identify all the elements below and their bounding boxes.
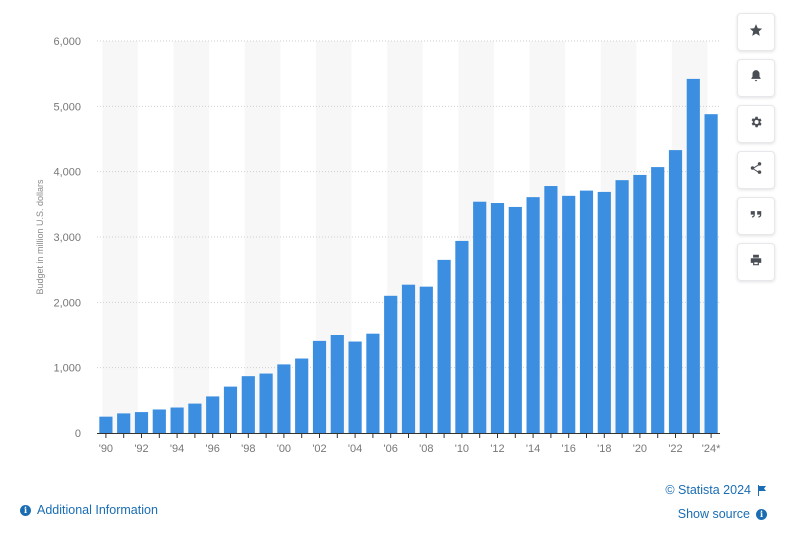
x-tick-label: '08 bbox=[419, 443, 433, 455]
y-tick-label: 3,000 bbox=[53, 232, 81, 244]
x-tick-label: '98 bbox=[241, 443, 255, 455]
copyright-row[interactable]: © Statista 2024 bbox=[665, 482, 767, 498]
bar bbox=[312, 340, 327, 433]
x-tick-label: '90 bbox=[99, 443, 113, 455]
show-source-label: Show source bbox=[677, 507, 750, 521]
x-tick-label: '92 bbox=[134, 443, 148, 455]
bar bbox=[455, 240, 469, 433]
bar bbox=[544, 186, 558, 433]
bar bbox=[686, 78, 700, 433]
bar bbox=[562, 195, 576, 433]
y-tick-label: 5,000 bbox=[53, 101, 81, 113]
bar bbox=[330, 335, 344, 433]
x-tick-label: '10 bbox=[455, 443, 469, 455]
x-tick-label: '04 bbox=[348, 443, 362, 455]
x-tick-label: '94 bbox=[170, 443, 184, 455]
bar bbox=[188, 403, 202, 433]
bar bbox=[295, 358, 309, 433]
bar bbox=[259, 373, 273, 433]
notification-button[interactable] bbox=[737, 59, 775, 97]
bar bbox=[419, 286, 433, 433]
bar bbox=[223, 386, 238, 433]
additional-information-label: Additional Information bbox=[37, 503, 158, 517]
bell-icon bbox=[749, 69, 763, 88]
bar bbox=[277, 364, 291, 433]
bar bbox=[99, 416, 113, 433]
share-icon bbox=[749, 161, 763, 180]
bar bbox=[241, 376, 255, 433]
y-tick-label: 6,000 bbox=[53, 36, 81, 48]
x-tick-label: '22 bbox=[668, 443, 682, 455]
cite-button[interactable] bbox=[737, 197, 775, 235]
x-tick-label: '14 bbox=[526, 443, 540, 455]
bar bbox=[401, 284, 416, 433]
x-tick-label: '20 bbox=[633, 443, 647, 455]
background-band bbox=[102, 41, 138, 433]
favorite-button[interactable] bbox=[737, 13, 775, 51]
x-tick-label: '12 bbox=[490, 443, 504, 455]
x-axis-ticks: '90 '92 '94 '96 '98 '00 '02 '04 '06 '08 '10 '12 '14 '… bbox=[99, 433, 721, 455]
show-source-link[interactable]: Show source i bbox=[665, 506, 767, 522]
info-icon: i bbox=[756, 508, 767, 520]
share-button[interactable] bbox=[737, 151, 775, 189]
bar bbox=[651, 167, 665, 434]
bar bbox=[508, 206, 522, 433]
x-tick-label: '00 bbox=[277, 443, 291, 455]
y-tick-label: 1,000 bbox=[53, 363, 81, 375]
bar bbox=[437, 259, 451, 433]
x-tick-label: '16 bbox=[562, 443, 576, 455]
x-tick-label: '02 bbox=[312, 443, 326, 455]
bar bbox=[597, 191, 611, 433]
bar bbox=[668, 150, 683, 433]
y-tick-label: 4,000 bbox=[53, 167, 81, 179]
printer-icon bbox=[749, 253, 763, 272]
background-band bbox=[173, 41, 210, 433]
copyright-text: © Statista 2024 bbox=[665, 483, 751, 497]
bar bbox=[615, 180, 629, 433]
x-tick-label: '24* bbox=[702, 443, 721, 455]
bar bbox=[384, 295, 398, 433]
bar bbox=[490, 203, 505, 433]
bar bbox=[633, 174, 647, 433]
bar bbox=[170, 407, 184, 433]
side-toolbar bbox=[737, 13, 775, 281]
bar bbox=[134, 412, 149, 433]
info-icon: i bbox=[20, 504, 31, 516]
bars bbox=[99, 78, 718, 434]
y-axis-label: Budget in million U.S. dollars bbox=[35, 179, 45, 295]
bar bbox=[348, 341, 362, 433]
bar bbox=[473, 201, 487, 433]
x-tick-label: '96 bbox=[206, 443, 220, 455]
bar bbox=[152, 409, 166, 433]
y-axis-ticks: 0 1,000 2,000 3,000 4,000 5,000 6,000 bbox=[53, 36, 81, 440]
print-button[interactable] bbox=[737, 243, 775, 281]
bar bbox=[206, 396, 220, 433]
footer-source: © Statista 2024 Show source i bbox=[665, 482, 767, 522]
flag-icon bbox=[757, 484, 767, 496]
additional-information-link[interactable]: i Additional Information bbox=[20, 503, 158, 517]
star-icon bbox=[749, 23, 763, 42]
x-tick-label: '18 bbox=[597, 443, 611, 455]
bar bbox=[366, 333, 380, 433]
bar bbox=[704, 114, 718, 433]
y-tick-label: 0 bbox=[75, 428, 81, 440]
bar bbox=[526, 197, 540, 433]
gear-icon bbox=[749, 115, 763, 134]
bar bbox=[579, 190, 594, 433]
bar bbox=[117, 413, 131, 433]
y-tick-label: 2,000 bbox=[53, 297, 81, 309]
x-tick-label: '06 bbox=[384, 443, 398, 455]
quote-icon bbox=[749, 207, 763, 226]
settings-button[interactable] bbox=[737, 105, 775, 143]
